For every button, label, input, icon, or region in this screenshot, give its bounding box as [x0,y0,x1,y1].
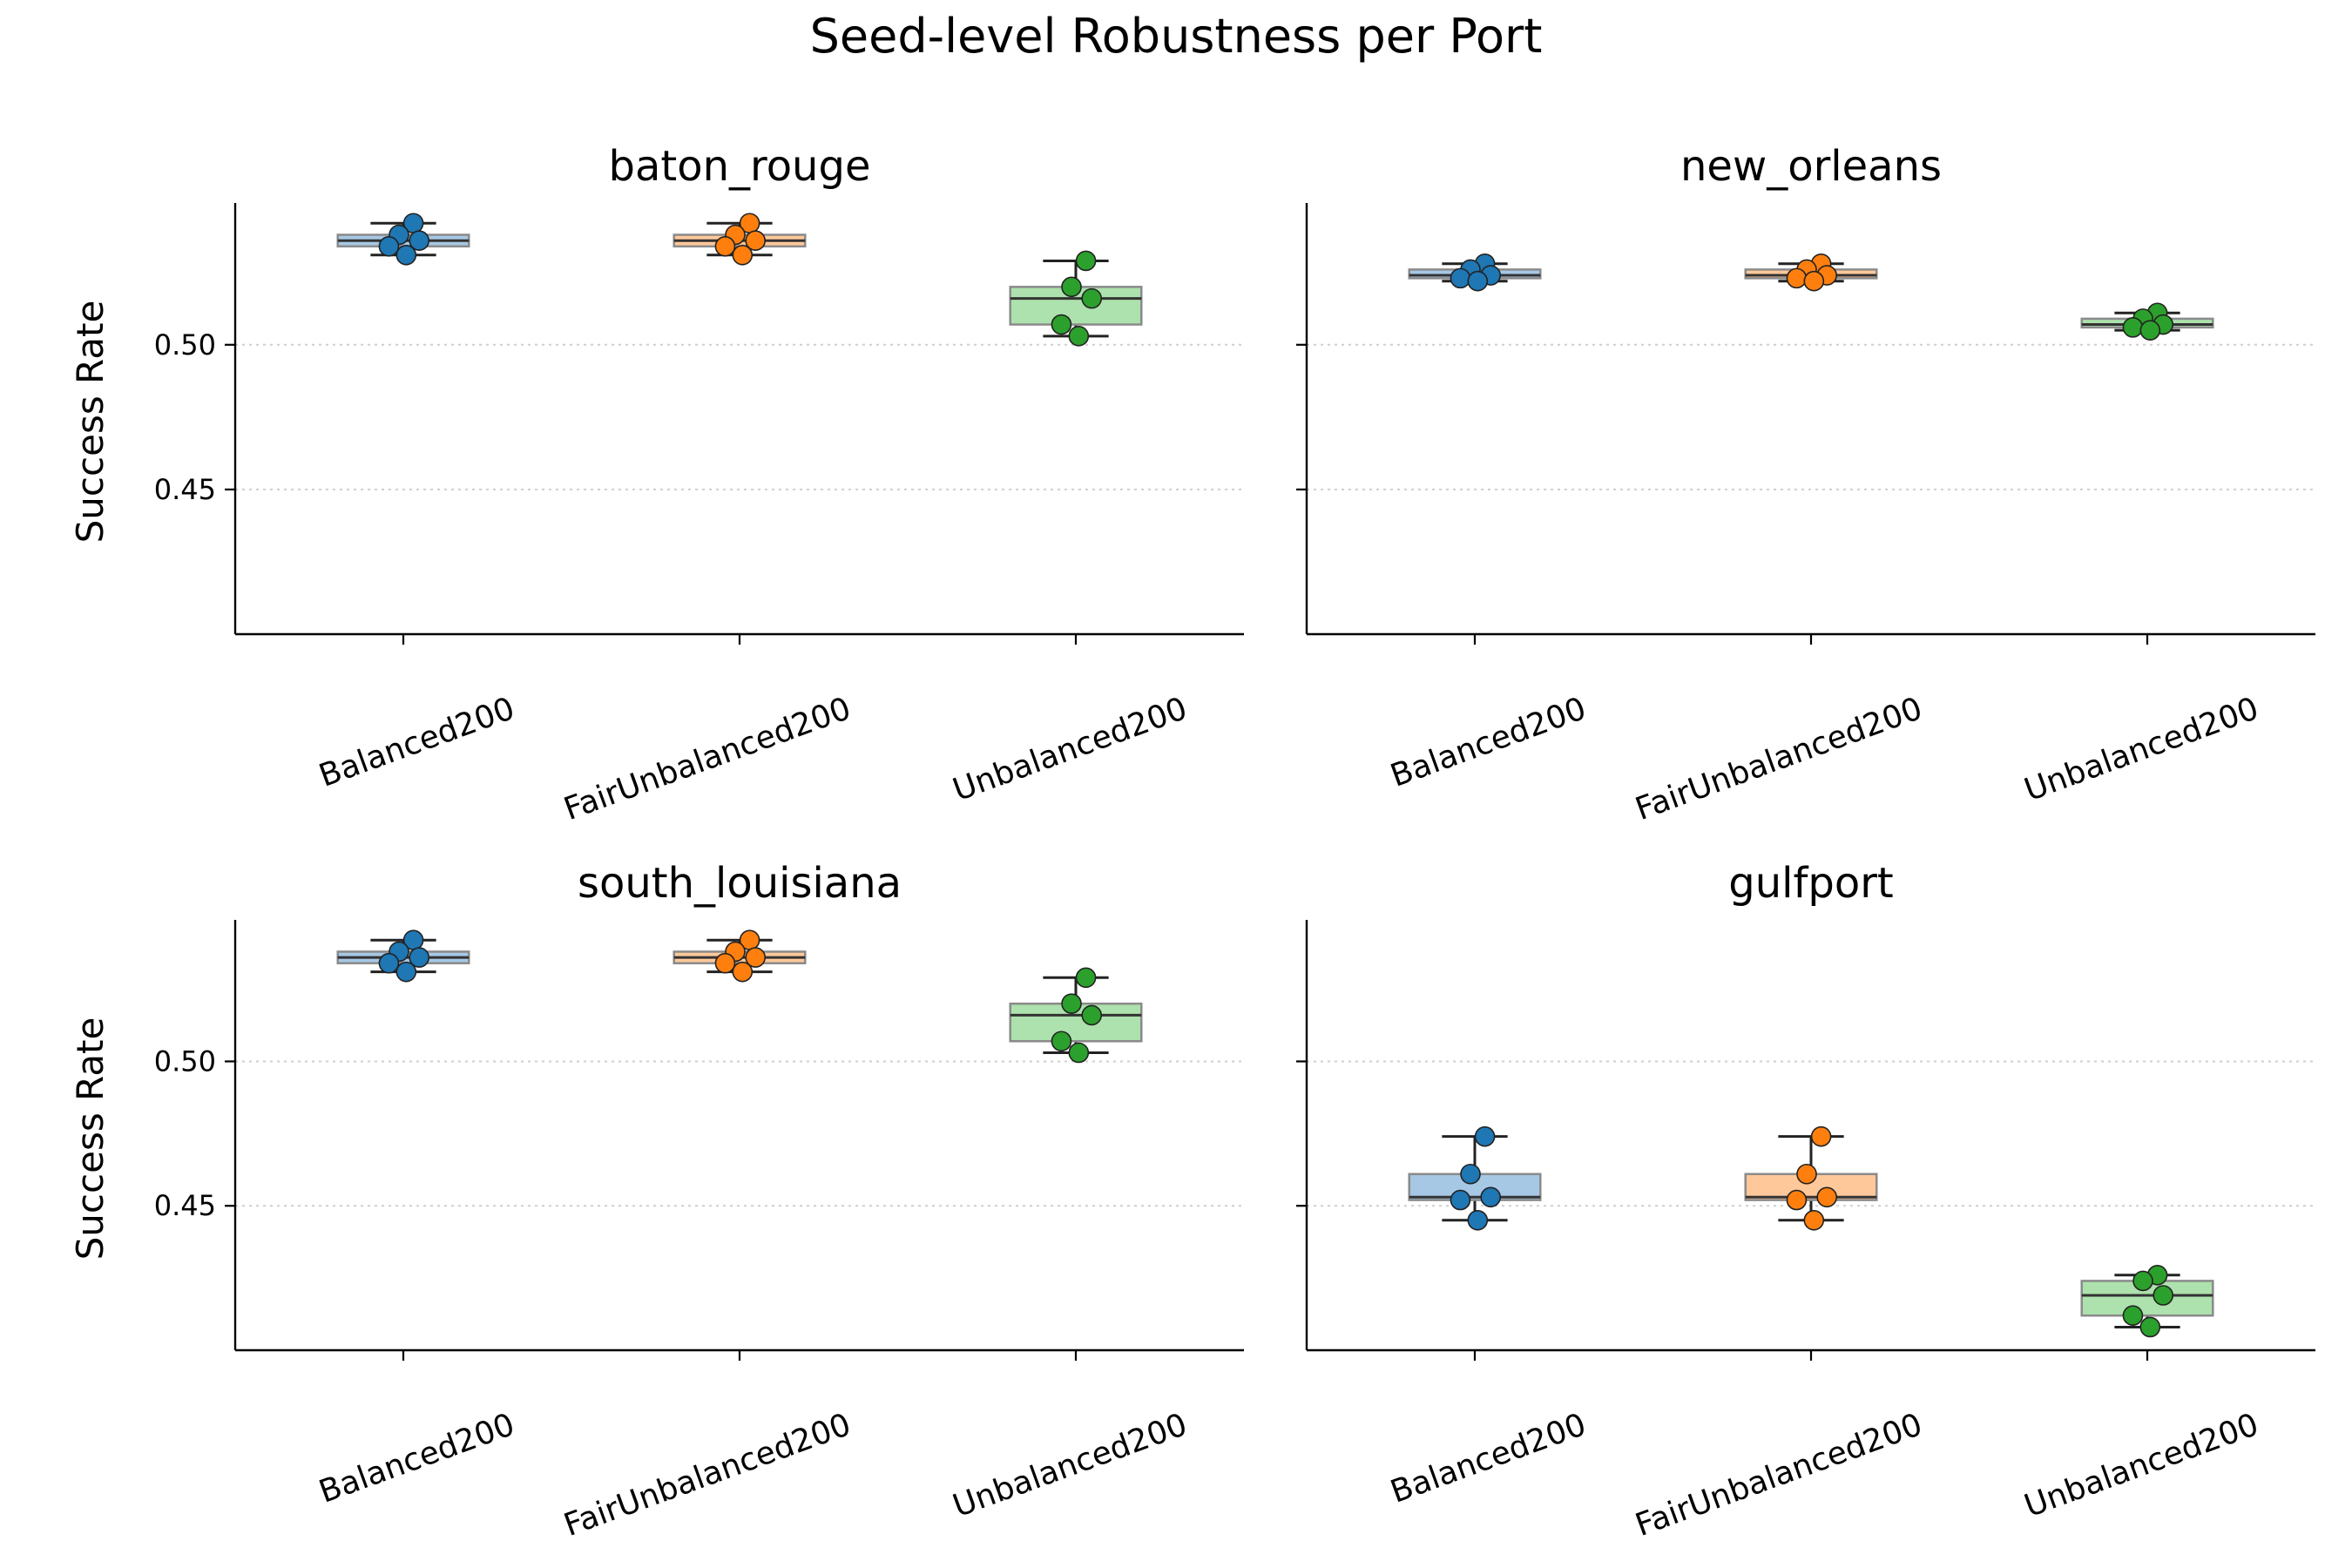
x-tick-label: Balanced200 [1386,1407,1591,1511]
y-tick-label: 0.50 [154,1044,216,1078]
x-tick-label: FairUnbalanced200 [1631,1407,1927,1544]
data-point [732,244,754,266]
box-unbalanced200 [1009,976,1143,1055]
chart-title: Seed-level Robustness per Port [810,9,1543,64]
data-point [409,230,430,251]
data-point [745,230,767,251]
data-point [1816,1186,1838,1208]
data-point [1803,1210,1825,1231]
y-axis-label: Success Rate [69,1017,112,1260]
data-point [1081,287,1103,309]
data-point [714,952,736,974]
panel-title: new_orleans [1680,142,1942,191]
panel-baton-rouge: baton_rouge Success Rate 0.45 0.50 Balanc… [69,142,1244,828]
data-point [1786,1189,1808,1211]
data-point [1810,1125,1832,1147]
data-point [2122,1305,2144,1327]
data-point [1450,267,1471,289]
data-point [2139,1316,2161,1338]
data-point [1474,1125,1496,1147]
data-point [1068,326,1090,347]
data-point [1075,967,1097,989]
y-tick-label: 0.50 [154,328,216,362]
data-point [378,236,400,257]
panel-gulfport: gulfport Balanced200 FairUnbalanced200 Unb… [1296,859,2315,1544]
data-point [1467,1210,1489,1231]
x-tick-label: Balanced200 [314,1407,519,1511]
data-point [1075,250,1097,272]
data-point [745,947,767,968]
data-point [1051,1031,1072,1052]
data-point [1796,1163,1817,1185]
data-point [1450,1189,1471,1211]
panel-title: baton_rouge [609,142,871,191]
data-point [2153,1285,2174,1306]
data-point [395,244,417,266]
y-tick-label: 0.45 [154,473,216,506]
panel-new-orleans: new_orleans Balanced200 FairUnbalanced200… [1296,142,2315,828]
data-point [1068,1042,1090,1064]
data-point [1460,1163,1481,1185]
data-point [2139,320,2161,341]
panel-title: gulfport [1728,859,1894,908]
x-tick-label: FairUnbalanced200 [559,691,855,828]
data-point [1786,267,1808,289]
x-tick-label: Unbalanced200 [2020,691,2263,808]
data-point [732,961,754,983]
data-point [2132,1270,2153,1292]
data-point [1051,314,1072,335]
y-axis-label: Success Rate [69,301,112,544]
x-tick-label: Unbalanced200 [949,1407,1192,1524]
data-point [378,952,400,974]
x-tick-label: Unbalanced200 [2020,1407,2263,1524]
data-point [1061,993,1082,1014]
x-tick-label: FairUnbalanced200 [559,1407,855,1544]
box-unbalanced200 [2080,1274,2214,1328]
data-point [1803,270,1825,292]
x-tick-label: FairUnbalanced200 [1631,691,1927,828]
data-point [395,961,417,983]
x-tick-label: Balanced200 [314,691,519,794]
panel-south-louisiana: south_louisiana Success Rate 0.45 0.50 Ba… [69,859,1244,1544]
x-tick-label: Unbalanced200 [949,691,1192,808]
x-tick-label: Balanced200 [1386,691,1591,794]
y-tick-label: 0.45 [154,1189,216,1222]
data-point [409,947,430,968]
data-point [1081,1004,1103,1026]
data-point [1467,270,1489,292]
panel-title: south_louisiana [578,859,902,908]
data-point [1480,1186,1502,1208]
box-unbalanced200 [1009,259,1143,338]
data-point [714,236,736,257]
data-point [2122,317,2144,338]
data-point [1061,276,1082,298]
